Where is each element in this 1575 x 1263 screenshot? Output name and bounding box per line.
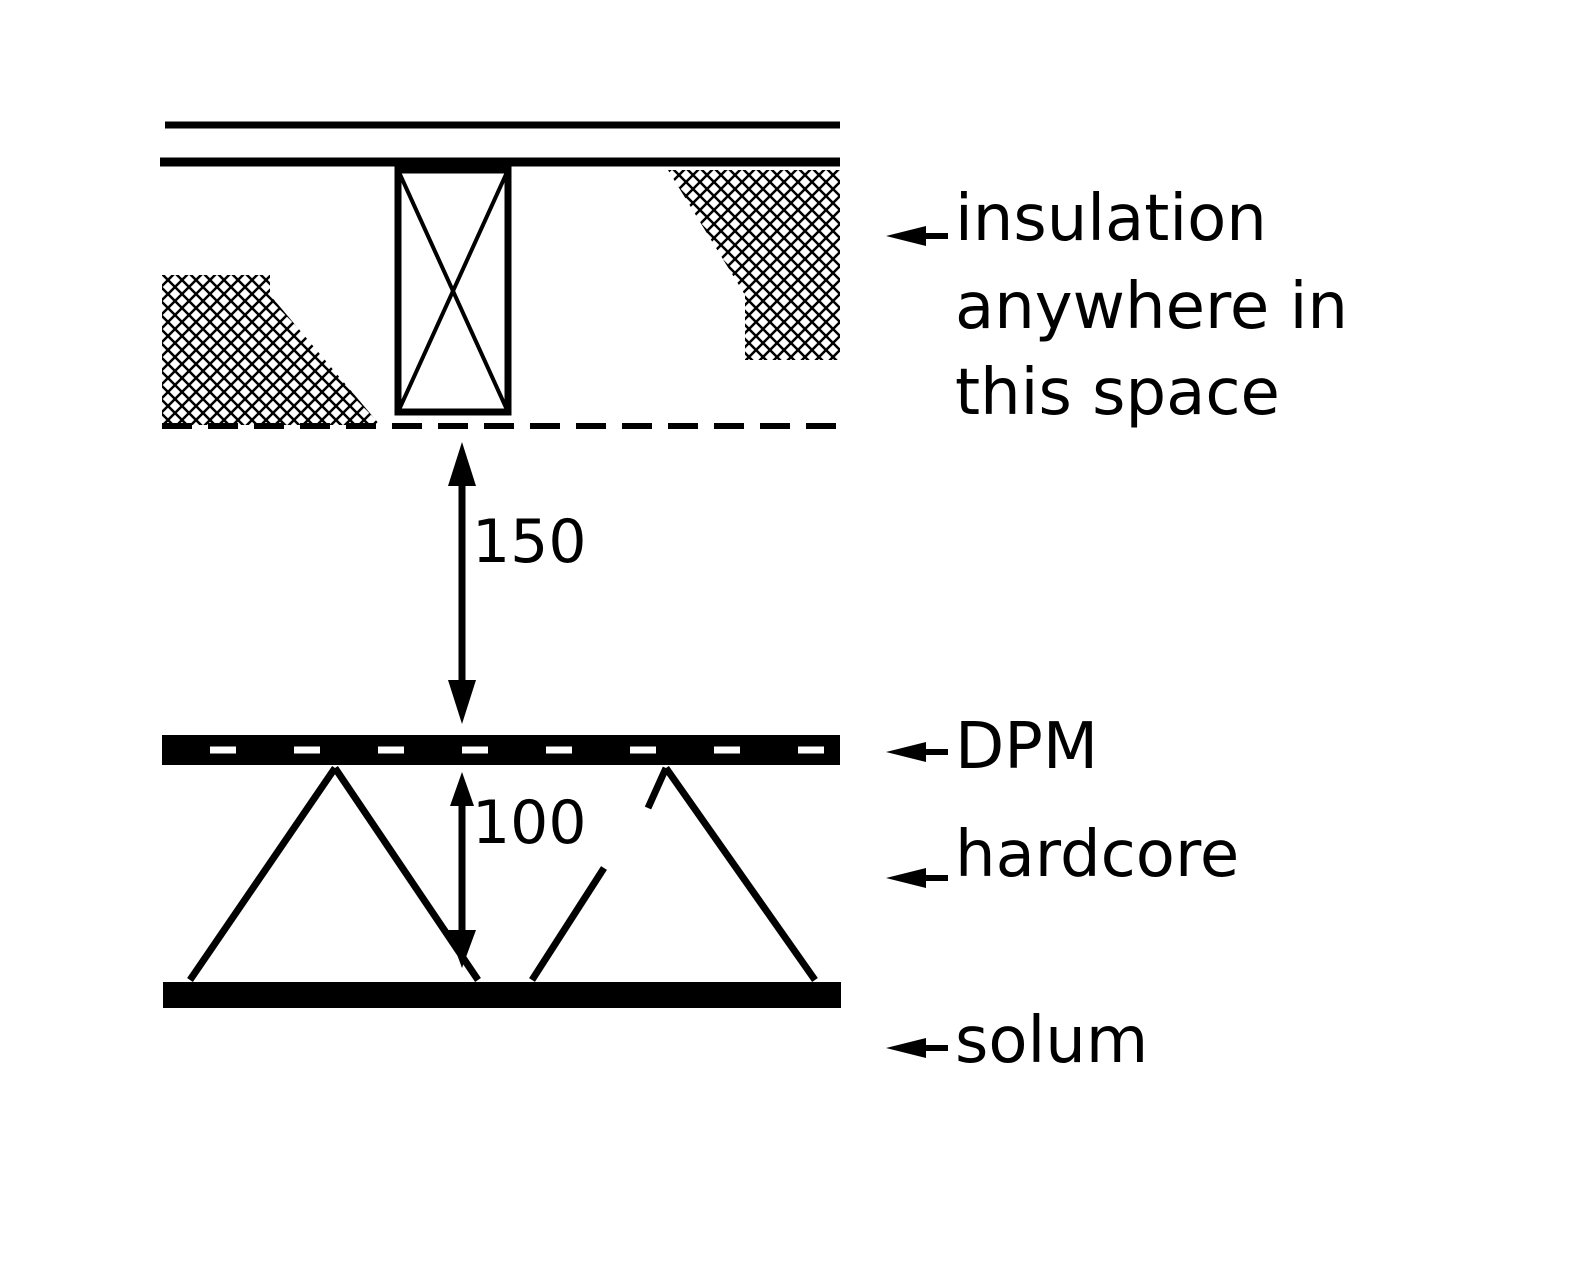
hardcore-label: hardcore [955, 818, 1239, 892]
pointer-arrows [886, 226, 948, 1058]
solum-ground [163, 982, 841, 1008]
insulation-label-line-2: anywhere in [955, 270, 1348, 344]
dimension-arrow-150 [448, 442, 476, 724]
insulation-label-line-3: this space [955, 356, 1280, 430]
insulation-hatch-right [668, 170, 840, 360]
left-arrow-icon [886, 226, 948, 246]
dimension-arrow-100 [448, 772, 476, 968]
hardcore-fill [187, 765, 818, 983]
insulation-hatch [162, 170, 840, 425]
insulation-hatch-left [162, 275, 380, 425]
arrowhead-up [450, 772, 474, 806]
insulation-label-line-1: insulation [955, 182, 1267, 256]
solum-label: solum [955, 1004, 1148, 1078]
dimension-label-100: 100 [472, 788, 587, 858]
left-arrow-icon [886, 868, 948, 888]
dpm-membrane [162, 735, 840, 765]
left-arrow-icon [886, 742, 948, 762]
floor-boards [160, 121, 840, 167]
dpm-label: DPM [955, 710, 1098, 784]
arrowhead-down [448, 930, 476, 968]
arrowhead-down [448, 680, 476, 724]
joist-section [394, 166, 512, 416]
left-arrow-icon [886, 1038, 948, 1058]
dimension-label-150: 150 [472, 507, 587, 577]
arrowhead-up [448, 442, 476, 486]
